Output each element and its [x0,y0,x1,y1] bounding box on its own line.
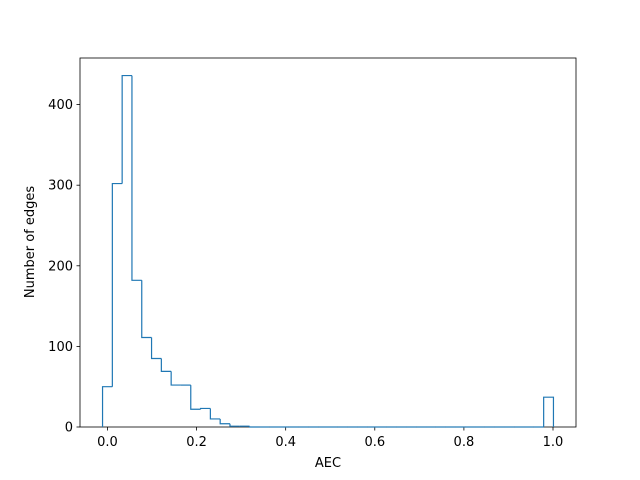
histogram-step [141,280,152,339]
histogram-step [248,426,260,428]
y-tick-label: 300 [48,179,73,194]
x-tick-label: 0.2 [186,435,207,450]
x-tick-label: 0.0 [97,435,118,450]
histogram-step [131,75,142,281]
x-tick-label: 0.4 [275,435,296,450]
histogram-step [170,371,181,386]
histogram-step [219,418,230,425]
histogram-step [229,423,240,427]
x-tick-label: 0.6 [364,435,385,450]
histogram-step [121,74,132,184]
x-axis-label: AEC [315,456,341,471]
x-tick-label: 1.0 [543,435,564,450]
x-tick-label: 0.8 [454,435,475,450]
y-tick-label: 0 [65,421,73,436]
y-tick-label: 400 [48,98,73,113]
histogram-step [199,407,211,410]
histogram-step [160,358,172,372]
histogram-step [543,396,555,427]
histogram-step [190,385,201,410]
y-axis-label: Number of edges [23,186,38,299]
histogram-step [111,182,123,387]
y-tick-label: 100 [48,340,73,355]
axes-frame [79,57,577,428]
histogram-step [150,337,162,360]
histogram-step [209,408,221,420]
histogram-step [101,386,113,427]
y-tick-label: 200 [48,259,73,274]
